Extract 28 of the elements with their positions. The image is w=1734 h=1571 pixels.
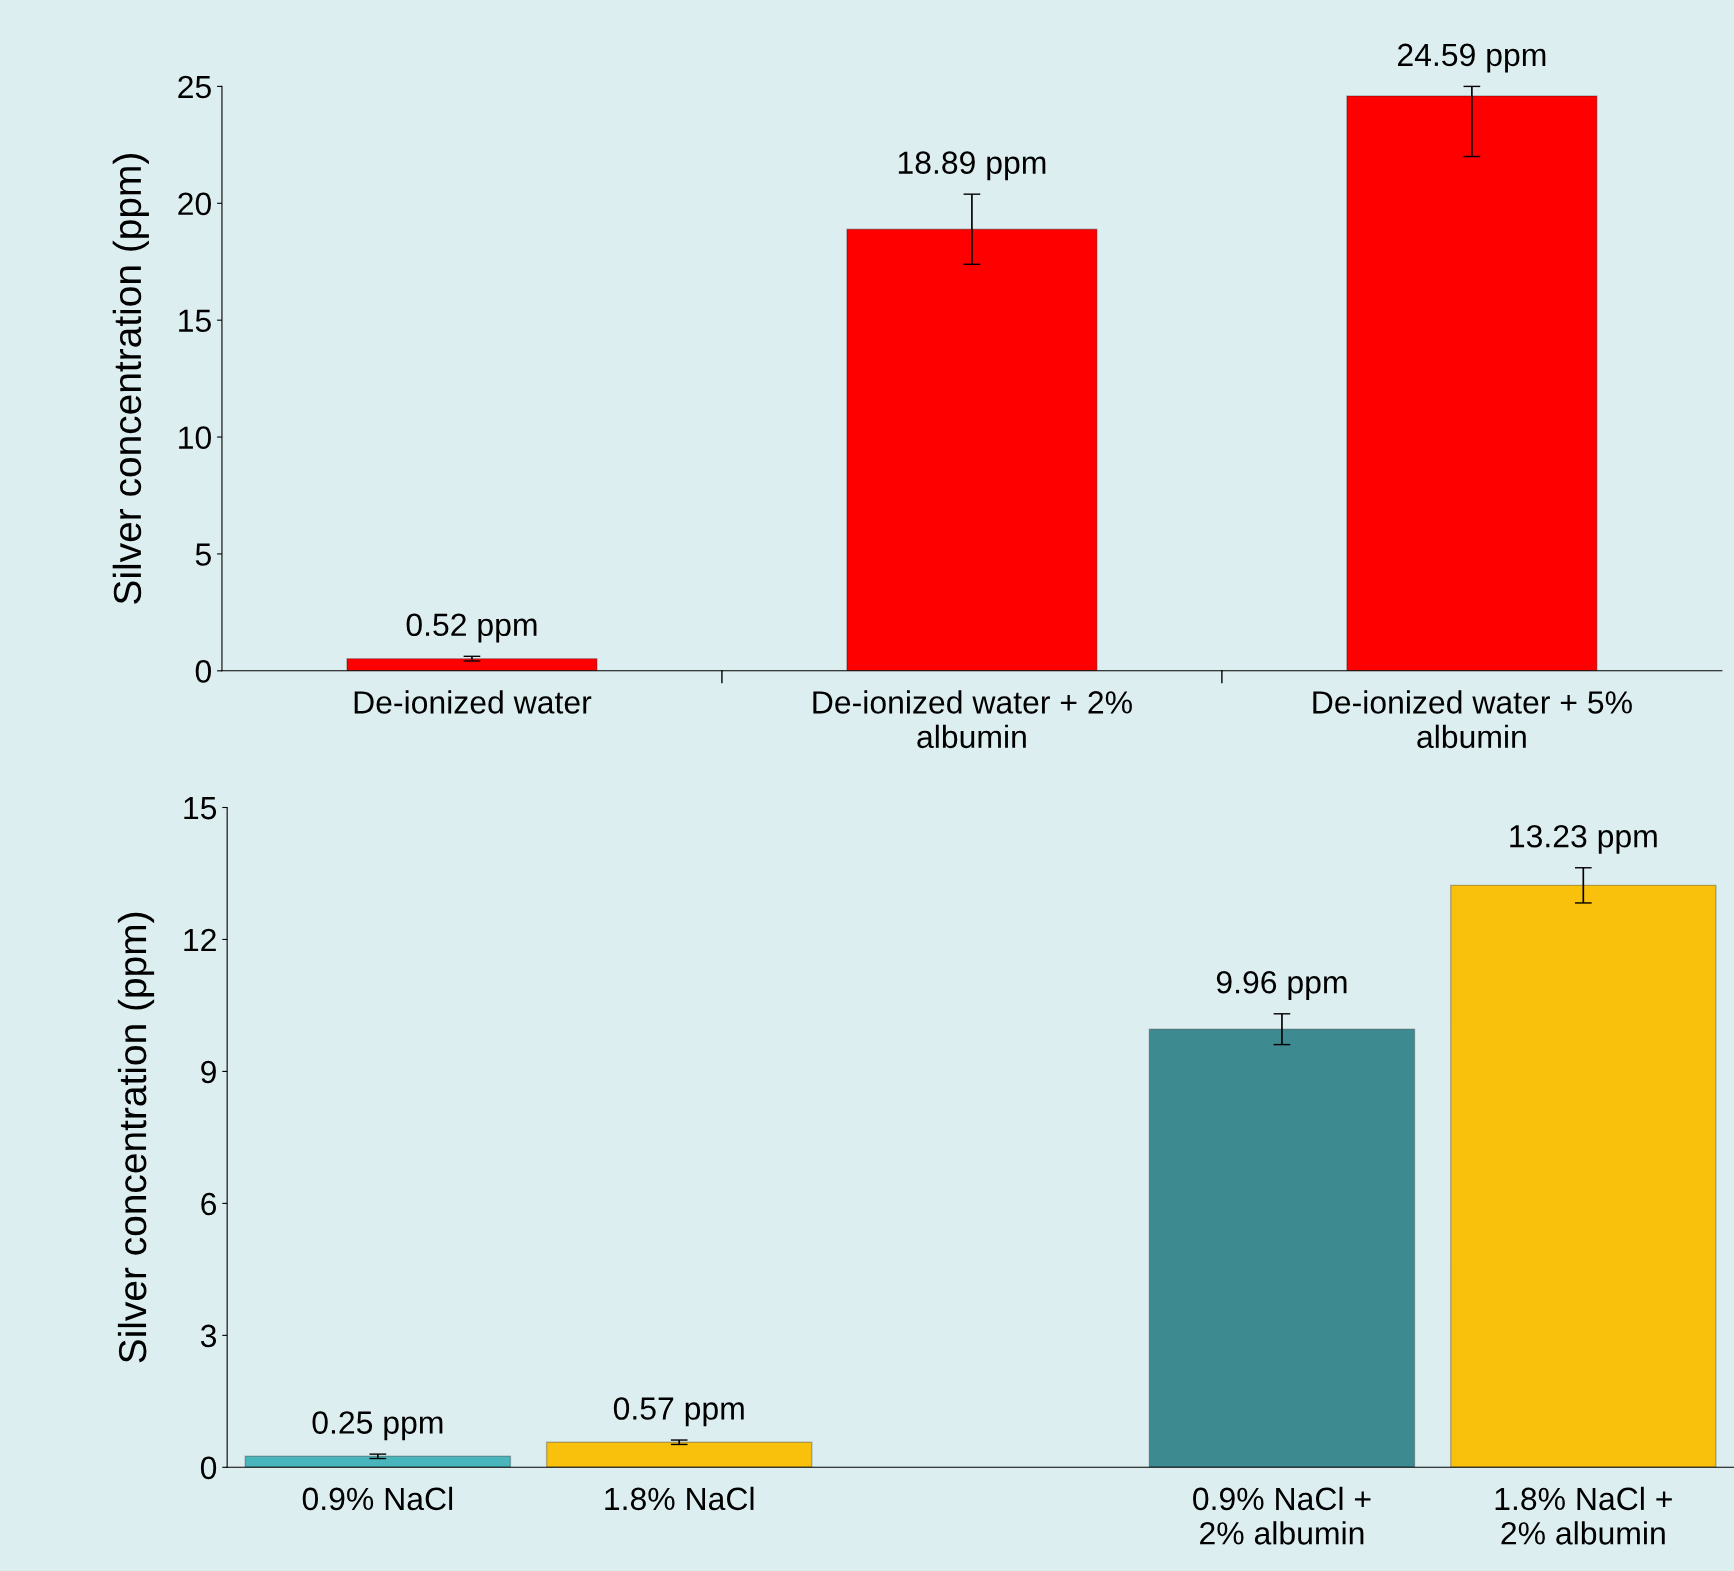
y-tick-label: 0: [200, 1456, 217, 1480]
x-tick-label: De-ionized water + 2% albumin: [813, 690, 1132, 749]
y-tick-label: 3: [200, 1324, 217, 1348]
x-tick-label: De-ionized water + 5% albumin: [1313, 690, 1632, 749]
x-tick-label: 1.8% NaCl: [605, 1486, 754, 1511]
x-tick-label: De-ionized water: [354, 690, 592, 714]
y-tick-label: 25: [178, 75, 211, 99]
data-label: 9.96 ppm: [1216, 970, 1347, 1000]
data-label: 0.52 ppm: [406, 613, 537, 643]
data-label: 0.57 ppm: [613, 1397, 744, 1427]
y-tick-label: 6: [201, 1192, 217, 1216]
y-tick-label: 5: [195, 543, 211, 566]
y-tick-label: 0: [195, 660, 211, 683]
y-axis-title: Silver concentration (ppm): [112, 154, 149, 604]
y-tick-label: 15: [184, 797, 217, 820]
y-tick-label: 20: [178, 192, 211, 216]
data-label: 18.89 ppm: [898, 151, 1046, 181]
x-tick-label: 0.9% NaCl: [302, 1486, 453, 1511]
y-tick-label: 15: [179, 309, 211, 333]
y-tick-label: 9: [201, 1060, 216, 1084]
x-tick-label: 1.8% NaCl + 2% albumin: [1495, 1486, 1672, 1545]
data-label: 0.25 ppm: [312, 1411, 443, 1441]
data-label: 24.59 ppm: [1398, 43, 1546, 73]
y-axis-title: Silver concentration (ppm): [117, 912, 155, 1363]
y-tick-label: 10: [179, 426, 211, 449]
x-tick-label: 0.9% NaCl + 2% albumin: [1193, 1486, 1371, 1545]
y-tick-label: 12: [184, 928, 216, 952]
data-label: 13.23 ppm: [1510, 824, 1657, 854]
